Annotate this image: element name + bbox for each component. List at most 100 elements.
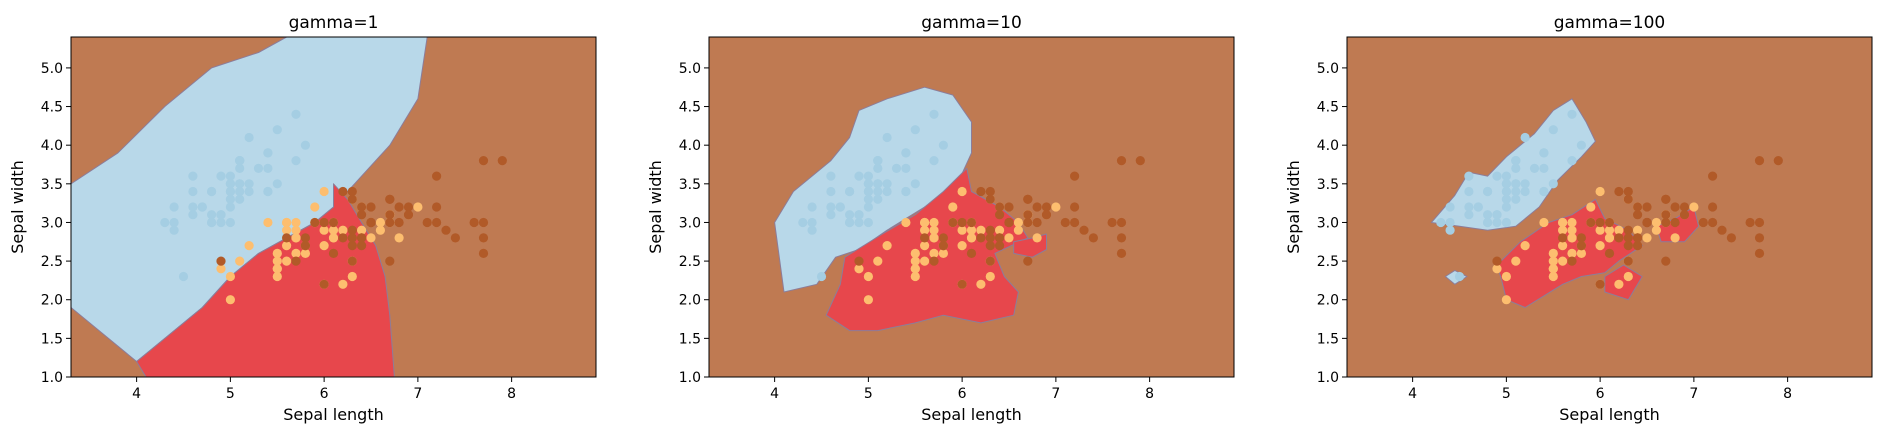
y-tick-label: 4.0 — [679, 138, 701, 154]
data-point-class-2 — [1661, 217, 1671, 228]
data-point-class-2 — [394, 217, 404, 228]
data-point-class-2 — [985, 186, 995, 197]
data-point-class-0 — [235, 186, 245, 197]
data-point-class-1 — [985, 271, 995, 282]
data-point-class-2 — [478, 217, 489, 228]
data-point-class-2 — [957, 217, 967, 228]
data-point-class-0 — [854, 217, 864, 228]
data-point-class-2 — [1633, 202, 1643, 212]
x-tick-label: 7 — [1051, 386, 1060, 402]
data-point-class-0 — [873, 194, 883, 204]
data-point-class-0 — [225, 202, 235, 212]
data-point-class-0 — [1445, 202, 1455, 212]
data-point-class-1 — [1511, 256, 1521, 266]
data-point-class-2 — [1623, 225, 1633, 235]
data-point-class-2 — [938, 241, 949, 251]
data-point-class-1 — [319, 225, 329, 235]
data-point-class-2 — [497, 156, 507, 166]
data-point-class-0 — [188, 171, 198, 181]
data-point-class-0 — [1473, 202, 1483, 212]
data-point-class-2 — [1633, 241, 1643, 251]
data-point-class-1 — [1558, 217, 1568, 228]
y-tick-label: 2.5 — [679, 254, 701, 270]
data-point-class-0 — [826, 186, 836, 197]
data-point-class-2 — [347, 256, 357, 266]
x-tick-label: 8 — [1145, 386, 1154, 402]
data-point-class-2 — [403, 210, 414, 220]
y-tick-label: 3.5 — [1317, 177, 1339, 193]
x-tick-label: 8 — [1783, 386, 1792, 402]
data-point-class-2 — [385, 217, 395, 228]
data-point-class-2 — [441, 225, 451, 235]
data-point-class-0 — [873, 156, 883, 166]
data-point-class-1 — [357, 225, 367, 235]
data-point-class-0 — [901, 163, 911, 173]
x-tick-label: 5 — [864, 386, 873, 402]
data-point-class-0 — [263, 148, 273, 158]
data-point-class-1 — [1604, 225, 1615, 235]
data-point-class-1 — [1567, 233, 1577, 243]
data-point-class-1 — [1548, 264, 1558, 274]
data-point-class-2 — [1070, 171, 1080, 181]
data-point-class-0 — [300, 140, 310, 150]
data-point-class-0 — [1511, 156, 1521, 166]
data-point-class-0 — [1483, 217, 1493, 228]
x-tick-label: 4 — [132, 386, 141, 402]
data-point-class-2 — [422, 217, 432, 228]
y-tick-label: 2.5 — [41, 254, 63, 270]
data-point-class-0 — [1501, 217, 1511, 228]
data-point-class-2 — [1642, 202, 1652, 212]
data-point-class-1 — [272, 271, 282, 282]
data-point-class-0 — [160, 217, 170, 228]
y-tick-label: 4.5 — [1317, 100, 1339, 116]
data-point-class-2 — [1623, 241, 1633, 251]
data-point-class-1 — [863, 295, 874, 305]
data-point-class-1 — [938, 248, 949, 258]
y-tick-label: 2.0 — [1317, 293, 1339, 309]
data-point-class-2 — [1023, 210, 1033, 220]
data-point-class-2 — [432, 171, 442, 181]
y-tick-label: 3.0 — [41, 215, 63, 231]
data-point-class-2 — [1567, 256, 1577, 266]
data-point-class-2 — [291, 256, 301, 266]
data-point-class-2 — [328, 217, 339, 228]
y-tick-label: 1.5 — [679, 331, 701, 347]
data-point-class-0 — [845, 217, 855, 228]
data-point-class-1 — [854, 264, 864, 274]
data-point-class-0 — [807, 225, 817, 235]
data-point-class-2 — [1633, 233, 1643, 243]
data-point-class-0 — [188, 210, 198, 220]
data-point-class-2 — [995, 210, 1005, 220]
data-point-class-1 — [1595, 225, 1605, 235]
data-point-class-0 — [1483, 210, 1493, 220]
data-point-class-1 — [272, 248, 282, 258]
data-point-class-2 — [366, 202, 376, 212]
data-point-class-1 — [338, 279, 348, 289]
data-point-class-2 — [385, 210, 395, 220]
data-point-class-1 — [863, 271, 874, 282]
data-point-class-2 — [1623, 256, 1633, 266]
data-point-class-1 — [225, 271, 235, 282]
x-tick-label: 4 — [770, 386, 779, 402]
data-point-class-2 — [1614, 233, 1624, 243]
y-tick-label: 1.0 — [1317, 370, 1339, 386]
data-point-class-2 — [1116, 248, 1127, 258]
data-point-class-1 — [375, 225, 385, 235]
data-point-class-2 — [403, 202, 414, 212]
data-point-class-0 — [244, 179, 254, 189]
data-point-class-2 — [1661, 210, 1671, 220]
data-point-class-2 — [1492, 256, 1502, 266]
y-tick-label: 1.5 — [1317, 331, 1339, 347]
data-point-class-0 — [873, 186, 883, 197]
data-point-class-1 — [873, 256, 883, 266]
data-point-class-1 — [1651, 217, 1661, 228]
data-point-class-2 — [1595, 279, 1605, 289]
data-point-class-2 — [1642, 217, 1652, 228]
data-point-class-2 — [1023, 217, 1033, 228]
data-point-class-2 — [985, 241, 995, 251]
data-point-class-1 — [282, 225, 292, 235]
data-point-class-2 — [450, 233, 460, 243]
data-point-class-0 — [225, 171, 235, 181]
data-point-class-2 — [1576, 233, 1586, 243]
data-point-class-0 — [1511, 179, 1521, 189]
